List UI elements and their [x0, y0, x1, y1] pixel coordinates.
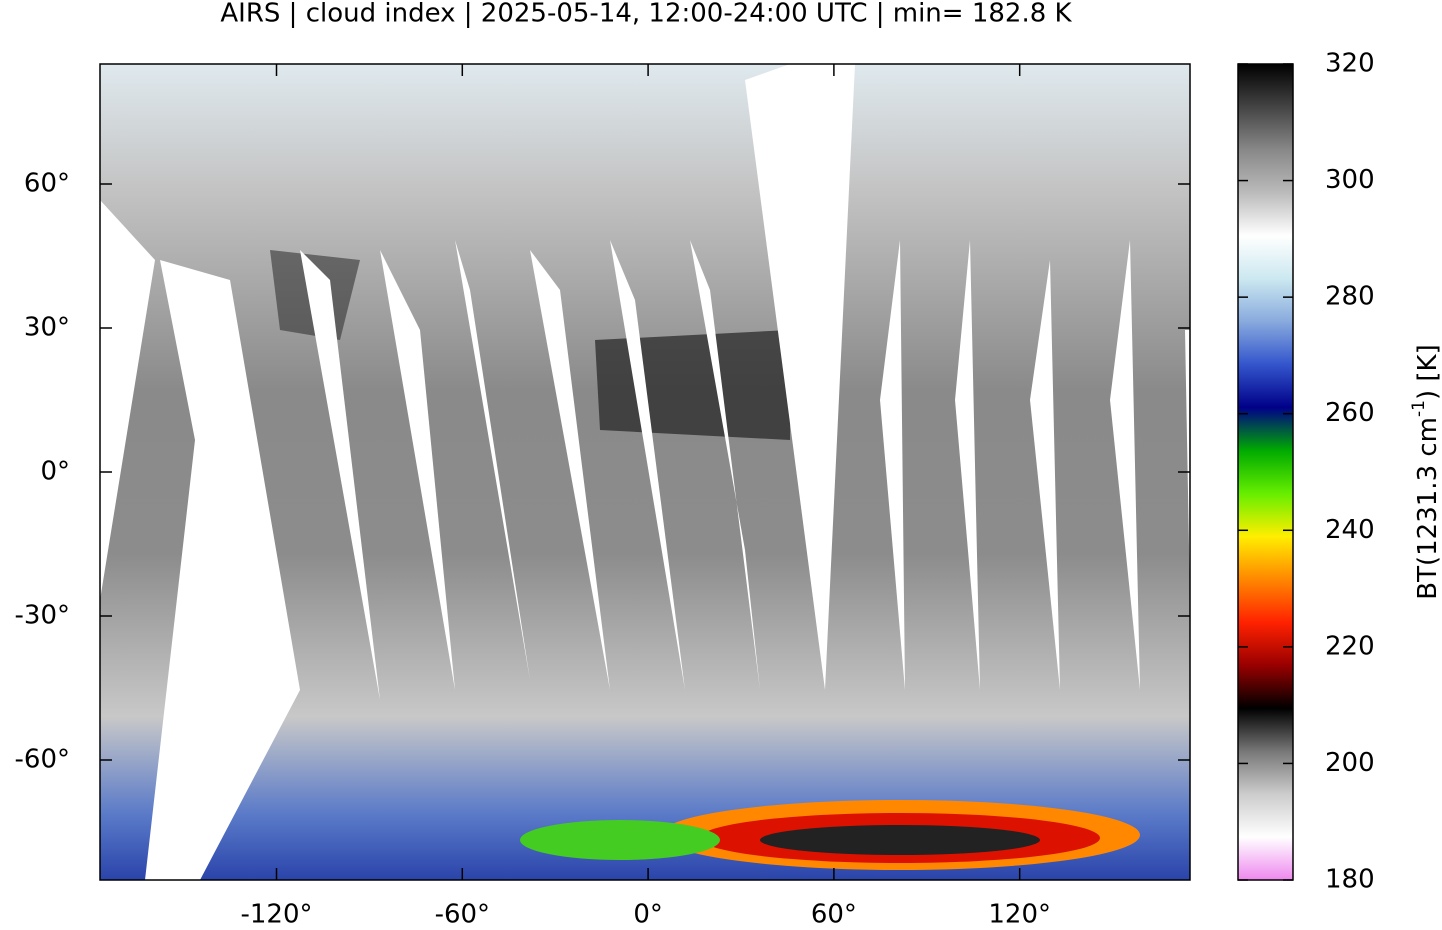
colorbar-tick-label: 320	[1325, 49, 1375, 79]
colorbar-tick-label: 200	[1325, 748, 1375, 778]
colorbar-tick-label: 260	[1325, 398, 1375, 428]
y-tick-label: 30°	[24, 313, 70, 343]
colorbar-tick-label: 300	[1325, 165, 1375, 195]
colorbar-tick-label: 180	[1325, 865, 1375, 895]
colorbar-tick-label: 240	[1325, 515, 1375, 545]
x-tick-label: 0°	[633, 900, 663, 930]
colorbar-label-main: BT(1231.3 cm	[1413, 417, 1442, 600]
colorbar-tick-label: 280	[1325, 282, 1375, 312]
y-tick-label: -30°	[15, 601, 70, 631]
y-tick-label: -60°	[15, 745, 70, 775]
x-tick-label: 120°	[988, 900, 1051, 930]
y-tick-label: 0°	[40, 457, 70, 487]
y-tick-label: 60°	[24, 169, 70, 199]
colorbar-label: BT(1231.3 cm-1) [K]	[1409, 344, 1442, 599]
x-tick-label: 60°	[811, 900, 857, 930]
colorbar-tick-label: 220	[1325, 631, 1375, 661]
colorbar-label-sup: -1	[1409, 400, 1429, 417]
x-tick-label: -120°	[240, 900, 312, 930]
x-tick-label: -60°	[435, 900, 490, 930]
colorbar	[1237, 63, 1294, 881]
colorbar-label-end: ) [K]	[1413, 344, 1442, 400]
chart-title: AIRS | cloud index | 2025-05-14, 12:00-2…	[220, 0, 1072, 29]
map-image	[100, 64, 1190, 880]
